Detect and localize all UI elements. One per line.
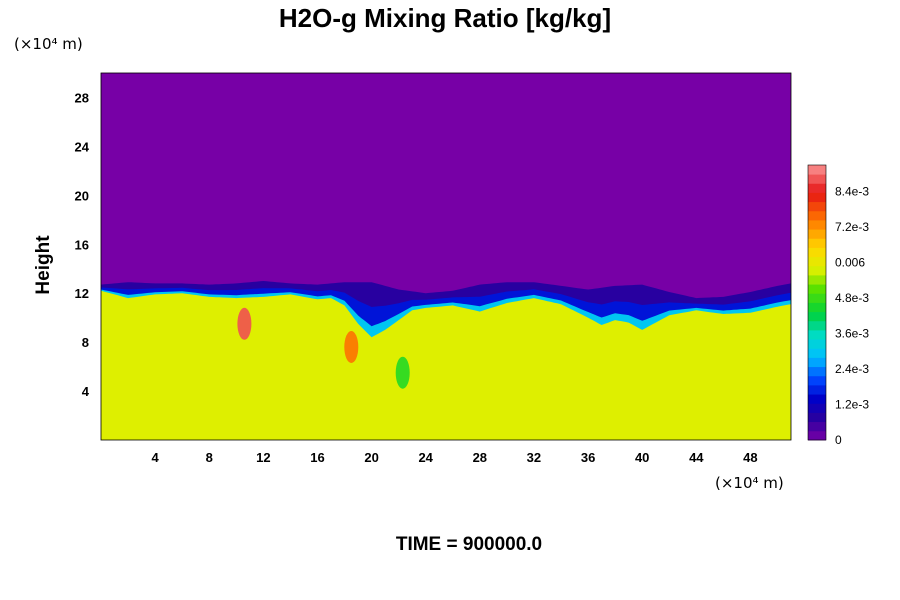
colorbar-level (808, 302, 826, 313)
dry-intrusion (395, 356, 410, 389)
colorbar (807, 164, 827, 441)
x-tick-label: 16 (310, 450, 324, 465)
moist-blob (344, 331, 359, 363)
x-tick-label: 44 (689, 450, 704, 465)
x-tick-label: 48 (743, 450, 757, 465)
colorbar-level (808, 385, 826, 395)
colorbar-level (808, 320, 826, 331)
plume-layer (237, 307, 410, 389)
colorbar-level (808, 192, 826, 203)
colorbar-level (808, 284, 826, 294)
colorbar-level (808, 357, 826, 368)
y-tick-label: 16 (75, 237, 89, 252)
colorbar-level (808, 275, 826, 285)
colorbar-level (808, 311, 826, 322)
colorbar-tick-label: 0.006 (835, 256, 865, 270)
colorbar-level (808, 412, 826, 423)
x-axis-unit: (×10⁴ m) (715, 474, 784, 492)
x-tick-label: 32 (527, 450, 541, 465)
colorbar-ticks: 0 1.2e-3 2.4e-3 3.6e-3 4.8e-3 0.006 7.2e-3 8.4e… (835, 185, 869, 447)
x-tick-label: 20 (364, 450, 378, 465)
x-axis-ticks: 4 8 12 16 20 24 28 32 36 40 44 48 (151, 450, 757, 465)
colorbar-tick-label: 2.4e-3 (835, 362, 869, 376)
time-label: TIME = 900000.0 (396, 534, 542, 555)
colorbar-level (808, 183, 826, 193)
plot-area (101, 73, 791, 440)
colorbar-level (808, 348, 826, 358)
colorbar-level (808, 256, 826, 267)
colorbar-tick-label: 1.2e-3 (835, 398, 869, 412)
colorbar-tick-label: 7.2e-3 (835, 220, 869, 234)
colorbar-level (808, 330, 826, 340)
x-tick-label: 40 (635, 450, 649, 465)
colorbar-level (808, 430, 826, 441)
colorbar-tick-label: 4.8e-3 (835, 291, 869, 305)
chart-title: H2O-g Mixing Ratio [kg/kg] (279, 3, 611, 33)
colorbar-level (808, 265, 826, 276)
x-tick-label: 24 (418, 450, 433, 465)
y-tick-label: 12 (75, 286, 89, 301)
y-tick-label: 20 (75, 188, 89, 203)
colorbar-level (808, 421, 826, 432)
colorbar-level (808, 165, 826, 175)
colorbar-tick-label: 3.6e-3 (835, 327, 869, 341)
x-tick-label: 4 (151, 450, 159, 465)
colorbar-tick-label: 8.4e-3 (835, 185, 869, 199)
y-tick-label: 28 (75, 91, 89, 106)
colorbar-level (808, 229, 826, 239)
colorbar-frame (807, 164, 827, 441)
x-tick-label: 8 (206, 450, 213, 465)
colorbar-level (808, 238, 826, 248)
moist-layer (101, 290, 791, 440)
colorbar-level (808, 174, 826, 184)
plot-frame (100, 72, 792, 441)
colorbar-level (808, 201, 826, 212)
x-tick-label: 28 (473, 450, 487, 465)
x-tick-label: 36 (581, 450, 595, 465)
colorbar-level (808, 366, 826, 377)
y-axis-ticks: 4 8 12 16 20 24 28 (75, 91, 90, 400)
colorbar-level (808, 339, 826, 349)
colorbar-level (808, 394, 826, 404)
y-tick-label: 24 (75, 139, 90, 154)
moist-plume (237, 307, 252, 340)
colorbar-tick-label: 0 (835, 433, 842, 447)
colorbar-level (808, 247, 826, 258)
y-axis-unit: (×10⁴ m) (14, 35, 83, 53)
y-axis-label: Height (33, 235, 54, 295)
y-tick-label: 8 (82, 335, 89, 350)
y-tick-label: 4 (82, 384, 90, 399)
x-tick-label: 12 (256, 450, 270, 465)
colorbar-level (808, 210, 826, 221)
colorbar-level (808, 375, 826, 386)
colorbar-level (808, 220, 826, 230)
colorbar-level (808, 293, 826, 303)
colorbar-level (808, 403, 826, 413)
